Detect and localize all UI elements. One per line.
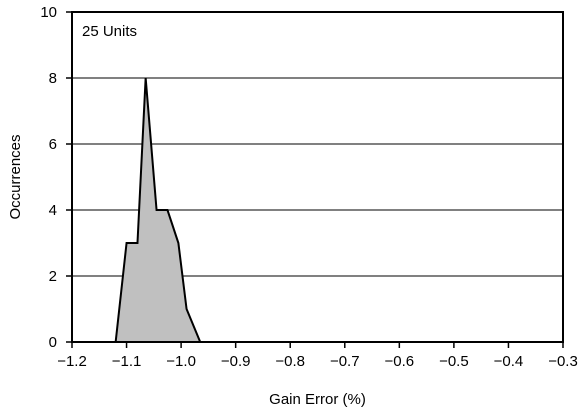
y-tick-label: 6 (49, 136, 57, 153)
x-tick-label: −1.2 (57, 353, 87, 370)
x-tick-label: −0.8 (275, 353, 305, 370)
x-tick-label: −0.6 (385, 353, 415, 370)
y-tick-label: 2 (49, 268, 57, 285)
y-axis-label: Occurrences (7, 134, 24, 219)
chart-annotation: 25 Units (82, 23, 137, 40)
series-area (114, 77, 202, 343)
x-tick-label: −0.9 (221, 353, 251, 370)
y-tick-label: 0 (49, 334, 57, 351)
x-tick-label: −1.1 (112, 353, 142, 370)
x-tick-label: −0.4 (494, 353, 524, 370)
x-axis-label: Gain Error (%) (269, 391, 366, 408)
y-tick-label: 8 (49, 70, 57, 87)
x-tick-label: −0.3 (548, 353, 578, 370)
plot-frame (71, 11, 564, 343)
y-tick-label: 10 (40, 4, 57, 21)
x-tick-label: −1.0 (166, 353, 196, 370)
y-axis-ticks: 0 2 4 6 8 10 (40, 4, 72, 351)
x-tick-label: −0.5 (439, 353, 469, 370)
x-axis-ticks: −1.2 −1.1 −1.0 −0.9 −0.8 −0.7 −0.6 −0.5 −0.4 −0.3 (57, 342, 578, 370)
x-tick-label: −0.7 (330, 353, 360, 370)
data-layer (114, 77, 202, 343)
y-tick-label: 4 (49, 202, 57, 219)
